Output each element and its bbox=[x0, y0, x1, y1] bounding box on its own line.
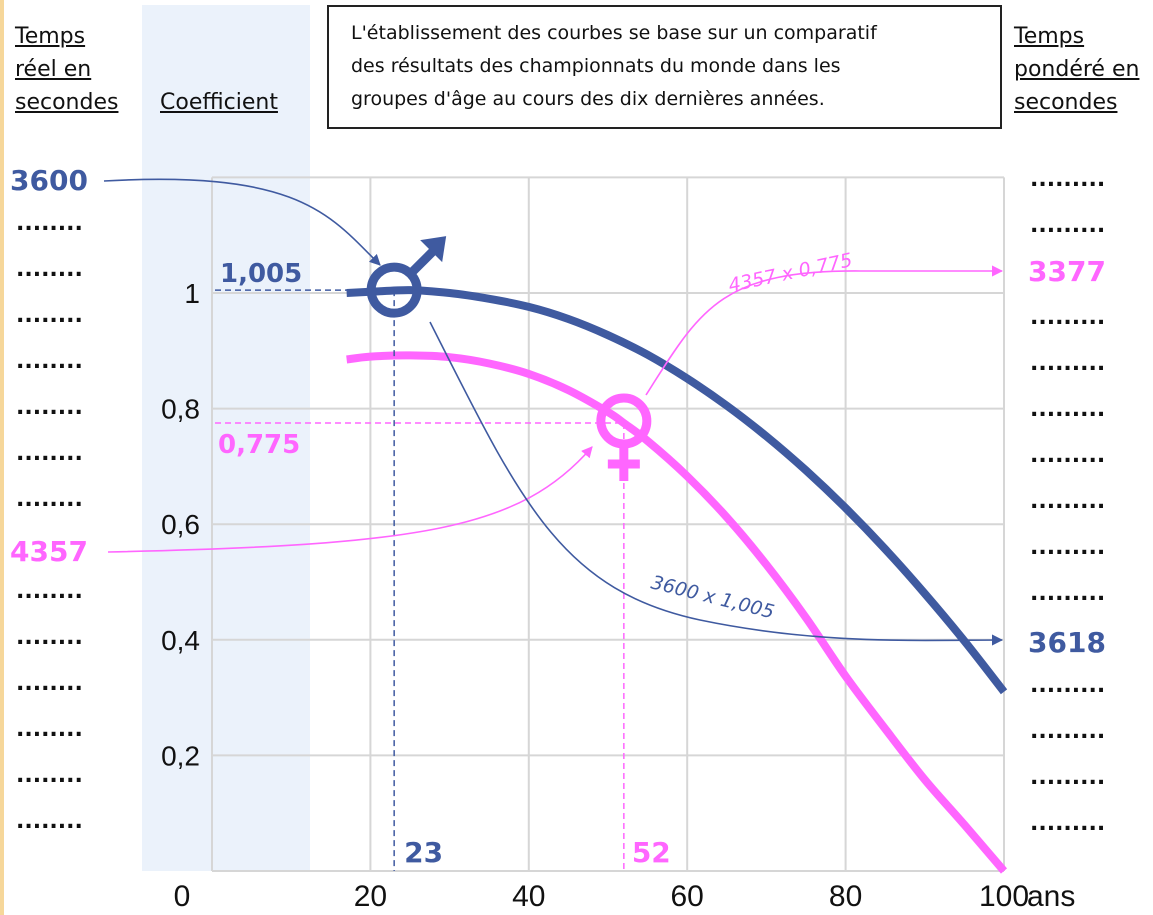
y-tick-label-0,2: 0,2 bbox=[161, 740, 200, 771]
output-time-men: 3618 bbox=[1028, 626, 1106, 659]
x-tick-label-0: 0 bbox=[174, 880, 191, 913]
y-tick-label-0,8: 0,8 bbox=[161, 394, 200, 425]
right-placeholder-9: ......... bbox=[1030, 673, 1105, 698]
left-placeholder-1: ........ bbox=[16, 257, 83, 282]
right-placeholder-2: ......... bbox=[1030, 305, 1105, 330]
women-calc-label: 4357 x 0,775 bbox=[726, 249, 854, 297]
left-placeholder-3: ........ bbox=[16, 349, 83, 374]
men-curve bbox=[346, 286, 1008, 695]
left-placeholder-4: ........ bbox=[16, 395, 83, 420]
men-age-label: 23 bbox=[404, 836, 443, 869]
arrow-input-men bbox=[103, 178, 381, 266]
x-tick-label-20: 20 bbox=[354, 880, 387, 913]
left-placeholder-5: ........ bbox=[16, 441, 83, 466]
women-curve bbox=[346, 351, 1008, 874]
left-placeholder-0: ........ bbox=[16, 211, 83, 236]
women-coef-label: 0,775 bbox=[218, 430, 300, 460]
male-symbol-arrow-head bbox=[420, 236, 447, 263]
arrow-output-men bbox=[429, 321, 1004, 646]
input-time-women: 4357 bbox=[10, 535, 88, 568]
header-coefficient-label: Coefficient bbox=[160, 90, 278, 115]
header-weighted-time: Temps pondéré en secondes bbox=[1014, 20, 1139, 119]
right-placeholder-5: ......... bbox=[1030, 443, 1105, 468]
right-placeholder-10: ......... bbox=[1030, 719, 1105, 744]
note-line-3: groupes d'âge au cours des dix dernières… bbox=[351, 88, 825, 110]
output-time-women: 3377 bbox=[1028, 255, 1106, 288]
x-unit-label: ans bbox=[1027, 880, 1075, 913]
x-tick-label-40: 40 bbox=[512, 880, 545, 913]
header-weighted-time-line-1: Temps bbox=[1014, 24, 1085, 49]
header-real-time-line-3: secondes bbox=[15, 90, 119, 115]
header-real-time: Temps réel en secondes bbox=[15, 20, 118, 119]
y-tick-label-1: 1 bbox=[184, 278, 200, 309]
right-placeholder-0: ......... bbox=[1030, 167, 1105, 192]
header-real-time-line-1: Temps bbox=[15, 24, 86, 49]
header-coefficient: Coefficient bbox=[160, 86, 278, 119]
input-time-men: 3600 bbox=[10, 164, 88, 197]
right-placeholder-7: ......... bbox=[1030, 535, 1105, 560]
right-placeholder-8: ......... bbox=[1030, 581, 1105, 606]
men-coef-label: 1,005 bbox=[220, 259, 302, 289]
men-calc-label: 3600 x 1,005 bbox=[649, 572, 777, 624]
y-tick-label-0,6: 0,6 bbox=[161, 509, 200, 540]
arrow-output-women bbox=[645, 265, 1004, 396]
left-placeholder-7: ........ bbox=[16, 579, 83, 604]
page-left-border bbox=[0, 0, 4, 915]
left-placeholder-9: ........ bbox=[16, 671, 83, 696]
x-tick-label-100: 100 bbox=[979, 880, 1029, 913]
right-placeholder-3: ......... bbox=[1030, 351, 1105, 376]
arrow-input-women bbox=[107, 446, 593, 553]
left-placeholder-2: ........ bbox=[16, 303, 83, 328]
right-placeholder-6: ......... bbox=[1030, 489, 1105, 514]
x-tick-label-60: 60 bbox=[671, 880, 704, 913]
women-age-label: 52 bbox=[632, 836, 671, 869]
y-tick-label-0,4: 0,4 bbox=[161, 625, 200, 656]
right-placeholder-11: ......... bbox=[1030, 765, 1105, 790]
left-placeholder-10: ........ bbox=[16, 717, 83, 742]
left-placeholder-11: ........ bbox=[16, 763, 83, 788]
x-tick-label-80: 80 bbox=[829, 880, 862, 913]
right-placeholder-1: ......... bbox=[1030, 213, 1105, 238]
right-placeholder-12: ......... bbox=[1030, 811, 1105, 836]
note-box: L'établissement des courbes se base sur … bbox=[327, 5, 1002, 129]
right-placeholder-4: ......... bbox=[1030, 397, 1105, 422]
note-line-1: L'établissement des courbes se base sur … bbox=[351, 22, 877, 44]
left-placeholder-12: ........ bbox=[16, 809, 83, 834]
header-weighted-time-line-3: secondes bbox=[1014, 90, 1118, 115]
female-symbol-icon bbox=[596, 393, 652, 449]
note-line-2: des résultats des championnats du monde … bbox=[351, 55, 841, 77]
left-placeholder-8: ........ bbox=[16, 625, 83, 650]
header-weighted-time-line-2: pondéré en bbox=[1014, 57, 1140, 82]
male-symbol-icon bbox=[366, 262, 422, 318]
left-placeholder-6: ........ bbox=[16, 487, 83, 512]
coefficient-column-band bbox=[142, 5, 310, 871]
header-real-time-line-2: réel en bbox=[15, 57, 92, 82]
